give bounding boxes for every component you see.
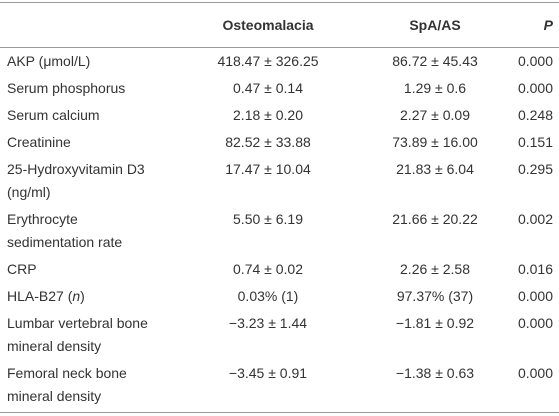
spa-as-value: 21.66 ± 20.22 bbox=[392, 211, 478, 227]
osteomalacia-value: 0.03% (1) bbox=[237, 288, 299, 304]
osteomalacia-value: 5.50 ± 6.19 bbox=[233, 211, 303, 227]
label-line: Serum calcium bbox=[7, 107, 100, 123]
row-label: CRP bbox=[7, 256, 197, 281]
top-rule bbox=[0, 2, 559, 3]
row-label: Lumbar vertebral bone mineral density bbox=[7, 310, 197, 358]
p-value: 0.000 bbox=[517, 288, 553, 304]
bottom-rule bbox=[0, 412, 559, 413]
label-line: CRP bbox=[7, 261, 37, 277]
header-cell: SpA/AS bbox=[409, 17, 461, 33]
header-cell: Osteomalacia bbox=[222, 17, 314, 33]
p-value: 0.248 bbox=[517, 107, 553, 123]
label-line: sedimentation rate bbox=[7, 234, 123, 250]
table-row: Lumbar vertebral bone mineral density −3.2… bbox=[0, 310, 559, 360]
table-row: CRP 0.74 ± 0.02 2.26 ± 2.58 0.016 bbox=[0, 256, 559, 283]
label-line: mineral density bbox=[7, 388, 102, 404]
label-part: HLA-B27 ( bbox=[7, 288, 73, 304]
row-label: Erythrocyte sedimentation rate bbox=[7, 206, 197, 254]
label-line: AKP (μmol/L) bbox=[7, 53, 91, 69]
label-line: Creatinine bbox=[7, 134, 71, 150]
spa-as-value: −1.81 ± 0.92 bbox=[395, 315, 475, 331]
p-value: 0.000 bbox=[517, 53, 553, 69]
row-label: 25-Hydroxyvitamin D3 (ng/ml) bbox=[7, 156, 197, 204]
label-part: n bbox=[72, 288, 81, 304]
spa-as-value: 21.83 ± 6.04 bbox=[396, 161, 474, 177]
p-value: 0.000 bbox=[517, 315, 553, 331]
header-rule bbox=[0, 47, 559, 48]
osteomalacia-value: −3.45 ± 0.91 bbox=[228, 365, 308, 381]
label-part: ) bbox=[80, 288, 85, 304]
spa-as-value: −1.38 ± 0.63 bbox=[395, 365, 475, 381]
p-value: 0.151 bbox=[517, 134, 553, 150]
header-cell: P bbox=[543, 17, 553, 33]
label-line: Serum phosphorus bbox=[7, 80, 126, 96]
p-value: 0.016 bbox=[517, 261, 553, 277]
osteomalacia-value: 82.52 ± 33.88 bbox=[225, 134, 311, 150]
label-line: (ng/ml) bbox=[7, 184, 51, 200]
spa-as-value: 73.89 ± 16.00 bbox=[392, 134, 478, 150]
row-label: HLA-B27 (n) bbox=[7, 283, 197, 308]
table-row: Serum calcium 2.18 ± 0.20 2.27 ± 0.09 0.248 bbox=[0, 102, 559, 129]
table-row: Erythrocyte sedimentation rate 5.50 ± 6.19… bbox=[0, 206, 559, 256]
table-row: HLA-B27 (n) 0.03% (1) 97.37% (37) 0.000 bbox=[0, 283, 559, 310]
osteomalacia-value: 418.47 ± 326.25 bbox=[217, 53, 319, 69]
row-label: Creatinine bbox=[7, 129, 197, 154]
row-label: AKP (μmol/L) bbox=[7, 48, 197, 73]
spa-as-value: 1.29 ± 0.6 bbox=[403, 80, 467, 96]
osteomalacia-value: 2.18 ± 0.20 bbox=[233, 107, 303, 123]
spa-as-value: 2.26 ± 2.58 bbox=[400, 261, 470, 277]
label-line: Lumbar vertebral bone bbox=[7, 315, 148, 331]
table-row: 25-Hydroxyvitamin D3 (ng/ml) 17.47 ± 10.04… bbox=[0, 156, 559, 206]
p-value: 0.295 bbox=[517, 161, 553, 177]
table-row: AKP (μmol/L) 418.47 ± 326.25 86.72 ± 45.43… bbox=[0, 48, 559, 75]
row-label: Serum calcium bbox=[7, 102, 197, 127]
spa-as-value: 2.27 ± 0.09 bbox=[400, 107, 470, 123]
row-label: Serum phosphorus bbox=[7, 75, 197, 100]
p-value: 0.000 bbox=[517, 80, 553, 96]
label-line: mineral density bbox=[7, 338, 102, 354]
header-row: Osteomalacia SpA/AS P bbox=[0, 2, 559, 47]
osteomalacia-value: −3.23 ± 1.44 bbox=[228, 315, 308, 331]
label-line: Erythrocyte bbox=[7, 211, 78, 227]
p-value: 0.000 bbox=[517, 365, 553, 381]
table-row: Serum phosphorus 0.47 ± 0.14 1.29 ± 0.6 0.0… bbox=[0, 75, 559, 102]
osteomalacia-value: 0.47 ± 0.14 bbox=[233, 80, 303, 96]
osteomalacia-value: 17.47 ± 10.04 bbox=[225, 161, 311, 177]
osteomalacia-value: 0.74 ± 0.02 bbox=[233, 261, 303, 277]
label-line: Femoral neck bone bbox=[7, 365, 127, 381]
label-line: 25-Hydroxyvitamin D3 bbox=[7, 161, 145, 177]
spa-as-value: 86.72 ± 45.43 bbox=[392, 53, 478, 69]
p-value: 0.002 bbox=[517, 211, 553, 227]
spa-as-value: 97.37% (37) bbox=[396, 288, 474, 304]
table-row: Creatinine 82.52 ± 33.88 73.89 ± 16.00 0.15… bbox=[0, 129, 559, 156]
row-label: Femoral neck bone mineral density bbox=[7, 360, 197, 408]
table-row: Femoral neck bone mineral density −3.45 ± … bbox=[0, 360, 559, 410]
